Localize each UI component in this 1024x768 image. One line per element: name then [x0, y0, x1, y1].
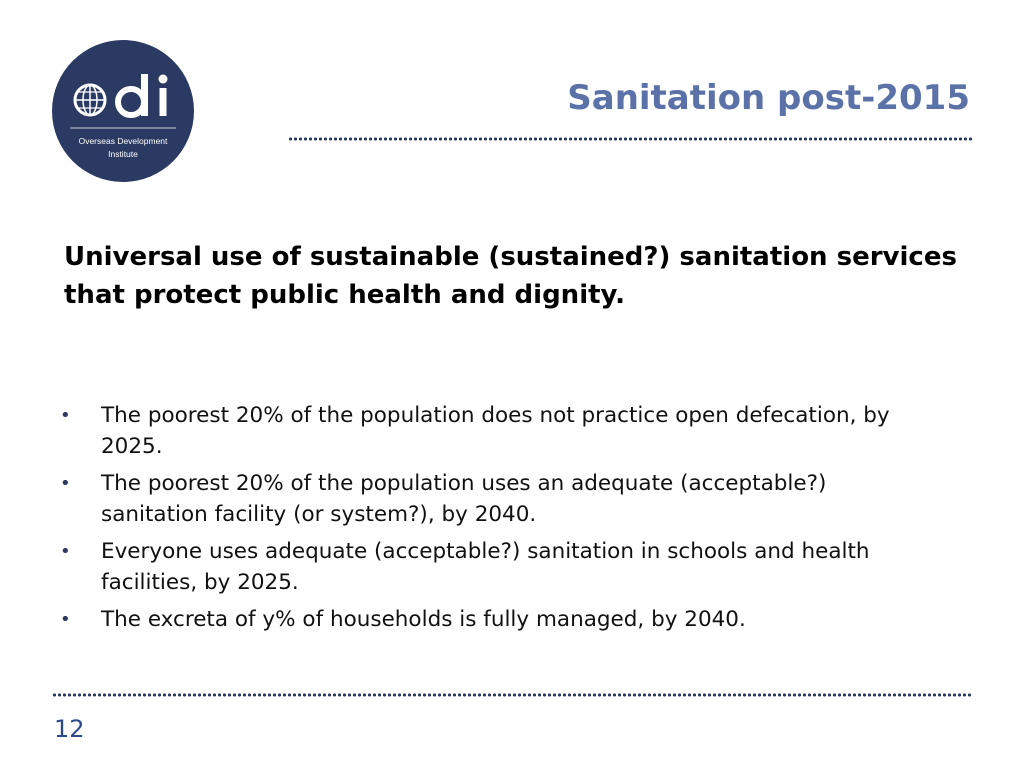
footer-divider [52, 692, 973, 698]
logo-org-line1: Overseas Development [78, 136, 168, 146]
bullet-icon: • [60, 405, 71, 426]
bullet-icon: • [60, 609, 71, 630]
bullet-item: • The poorest 20% of the population does… [60, 400, 940, 462]
slide-title: Sanitation post-2015 [567, 78, 970, 118]
bullet-text: The excreta of y% of households is fully… [101, 607, 746, 632]
odi-logo: Overseas Development Institute [52, 40, 194, 182]
bullet-icon: • [60, 473, 71, 494]
slide-heading: Universal use of sustainable (sustained?… [64, 242, 957, 310]
logo-org-line2: Institute [108, 149, 138, 159]
bullet-icon: • [60, 541, 71, 562]
page-number: 12 [54, 715, 85, 743]
bullet-text: The poorest 20% of the population does n… [101, 403, 890, 459]
bullet-text: The poorest 20% of the population uses a… [101, 471, 827, 527]
bullet-item: • Everyone uses adequate (acceptable?) s… [60, 536, 940, 598]
title-divider [288, 136, 973, 142]
logo-org-name: Overseas Development Institute [60, 135, 186, 161]
bullet-text: Everyone uses adequate (acceptable?) san… [101, 539, 870, 595]
bullet-item: • The excreta of y% of households is ful… [60, 604, 940, 635]
bullet-list: • The poorest 20% of the population does… [60, 400, 940, 641]
bullet-item: • The poorest 20% of the population uses… [60, 468, 940, 530]
odi-wordmark-icon [70, 74, 176, 129]
